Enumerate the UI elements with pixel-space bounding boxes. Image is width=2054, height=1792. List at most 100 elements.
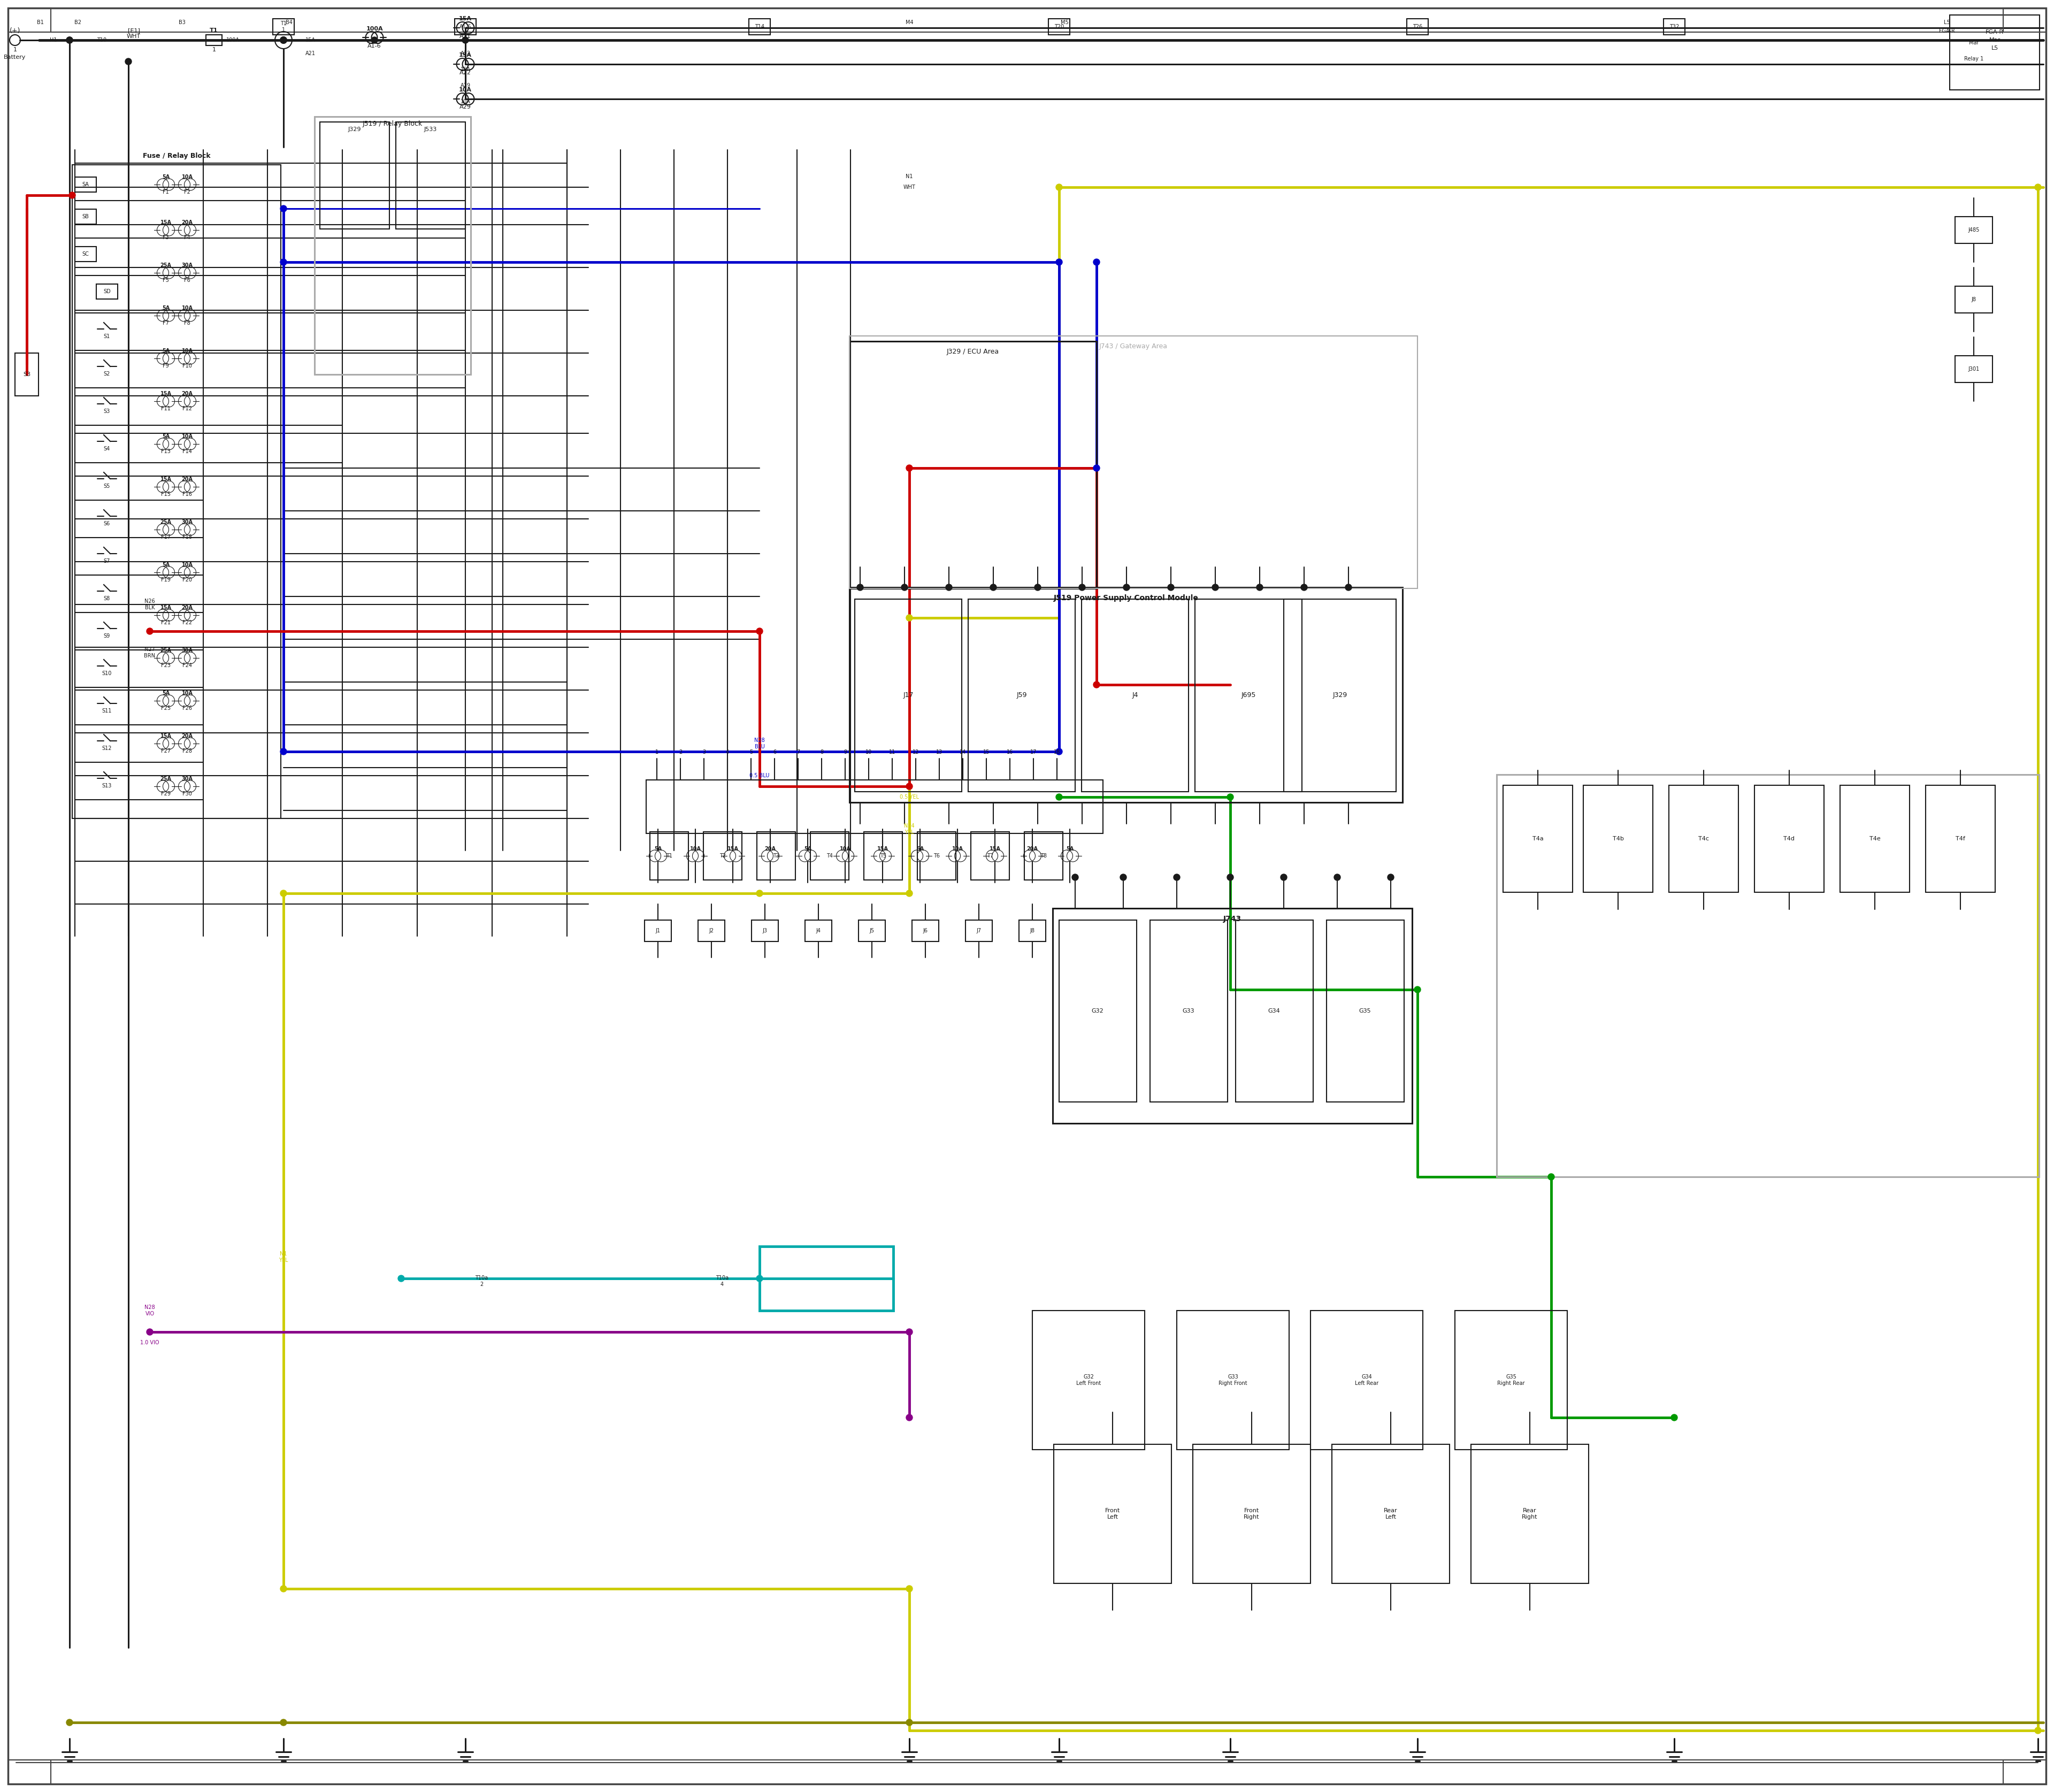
Bar bbox=[2003, 1760, 2046, 1785]
Text: B4: B4 bbox=[286, 20, 292, 25]
Text: S1: S1 bbox=[103, 333, 111, 339]
Text: F24: F24 bbox=[183, 663, 191, 668]
Text: Fuse / Relay Block: Fuse / Relay Block bbox=[142, 152, 210, 159]
Bar bbox=[1310, 1310, 1423, 1450]
Text: 10A: 10A bbox=[951, 846, 963, 851]
Circle shape bbox=[1119, 874, 1126, 880]
Bar bbox=[72, 165, 281, 819]
Text: N26
BLK: N26 BLK bbox=[144, 599, 154, 611]
Text: 8: 8 bbox=[820, 749, 824, 754]
Text: 25A: 25A bbox=[160, 647, 170, 652]
Bar bbox=[865, 831, 902, 880]
Bar bbox=[14, 353, 39, 396]
Text: 10A: 10A bbox=[181, 174, 193, 179]
Text: J695: J695 bbox=[1241, 692, 1255, 699]
Text: 10A: 10A bbox=[181, 563, 193, 568]
Text: T4e: T4e bbox=[1869, 837, 1879, 842]
Text: S2: S2 bbox=[103, 371, 111, 376]
Circle shape bbox=[279, 1719, 288, 1726]
Text: T4a: T4a bbox=[1532, 837, 1543, 842]
Text: 5A: 5A bbox=[162, 690, 170, 695]
Text: J533: J533 bbox=[423, 127, 438, 133]
Circle shape bbox=[945, 584, 953, 591]
Text: T10a
4: T10a 4 bbox=[715, 1276, 729, 1287]
Bar bbox=[1033, 1310, 1144, 1450]
Text: J329: J329 bbox=[347, 127, 362, 133]
Circle shape bbox=[906, 1414, 912, 1421]
Bar bbox=[1331, 1444, 1450, 1584]
Bar bbox=[972, 831, 1009, 880]
Text: N27
BRN: N27 BRN bbox=[144, 647, 156, 658]
Text: 10A: 10A bbox=[690, 846, 700, 851]
Text: T4c: T4c bbox=[1699, 837, 1709, 842]
Text: J6: J6 bbox=[922, 928, 928, 934]
Text: 15A: 15A bbox=[160, 733, 170, 738]
Text: G34
Left Rear: G34 Left Rear bbox=[1356, 1374, 1378, 1385]
Text: S4: S4 bbox=[103, 446, 111, 452]
Text: F6: F6 bbox=[185, 278, 191, 283]
Bar bbox=[8, 7, 51, 32]
Text: SD: SD bbox=[103, 289, 111, 294]
Bar bbox=[912, 919, 939, 941]
Text: 15: 15 bbox=[984, 749, 990, 754]
Text: F7: F7 bbox=[162, 321, 168, 326]
Text: 0.5 BLU: 0.5 BLU bbox=[750, 772, 770, 778]
Text: S3: S3 bbox=[103, 409, 111, 414]
Bar bbox=[1150, 919, 1228, 1102]
Bar bbox=[1504, 785, 1573, 892]
Circle shape bbox=[906, 464, 912, 471]
Circle shape bbox=[279, 258, 288, 265]
Text: A22: A22 bbox=[460, 70, 470, 75]
Text: 15A: 15A bbox=[990, 846, 1000, 851]
Text: Battery: Battery bbox=[4, 54, 27, 59]
Text: 6: 6 bbox=[772, 749, 776, 754]
Text: B1: B1 bbox=[37, 20, 43, 25]
Text: L5: L5 bbox=[1990, 45, 1999, 50]
Text: 5A: 5A bbox=[653, 846, 661, 851]
Circle shape bbox=[279, 206, 288, 211]
Text: S12: S12 bbox=[103, 745, 111, 751]
Text: F17: F17 bbox=[160, 534, 170, 539]
Circle shape bbox=[125, 59, 131, 65]
Text: 15A: 15A bbox=[727, 846, 739, 851]
Text: 12: 12 bbox=[912, 749, 918, 754]
Bar bbox=[273, 18, 294, 34]
Bar bbox=[1048, 18, 1070, 34]
Circle shape bbox=[1672, 1414, 1678, 1421]
Text: 5: 5 bbox=[750, 749, 752, 754]
Text: S3: S3 bbox=[23, 371, 31, 376]
Text: S6: S6 bbox=[103, 521, 111, 527]
Text: G33: G33 bbox=[1183, 1009, 1195, 1014]
Circle shape bbox=[1078, 584, 1085, 591]
Text: 5A: 5A bbox=[162, 305, 170, 310]
Text: T6: T6 bbox=[933, 853, 941, 858]
Text: A21: A21 bbox=[306, 50, 316, 56]
Bar bbox=[760, 1247, 893, 1310]
Bar bbox=[1193, 1444, 1310, 1584]
Circle shape bbox=[1300, 584, 1306, 591]
Text: N28
VIO: N28 VIO bbox=[144, 1305, 154, 1317]
Circle shape bbox=[1345, 584, 1352, 591]
Text: 15A: 15A bbox=[458, 52, 472, 57]
Bar bbox=[1471, 1444, 1588, 1584]
Text: G35
Right Rear: G35 Right Rear bbox=[1497, 1374, 1524, 1385]
Text: T20: T20 bbox=[1054, 23, 1064, 29]
Bar bbox=[645, 919, 672, 941]
Circle shape bbox=[906, 615, 912, 622]
Bar bbox=[1060, 919, 1136, 1102]
Text: S7: S7 bbox=[103, 559, 111, 564]
Bar bbox=[918, 831, 955, 880]
Text: J7: J7 bbox=[976, 928, 982, 934]
Bar bbox=[1949, 14, 2040, 90]
Circle shape bbox=[462, 38, 468, 43]
Text: S11: S11 bbox=[103, 708, 111, 713]
Text: 15A: 15A bbox=[160, 477, 170, 482]
Bar bbox=[2003, 7, 2046, 32]
Text: 20A: 20A bbox=[764, 846, 776, 851]
Bar bbox=[1019, 919, 1045, 941]
Text: F16: F16 bbox=[183, 491, 191, 496]
Circle shape bbox=[1333, 874, 1341, 880]
Circle shape bbox=[2036, 1727, 2042, 1733]
Bar bbox=[1082, 599, 1189, 792]
Circle shape bbox=[857, 584, 863, 591]
